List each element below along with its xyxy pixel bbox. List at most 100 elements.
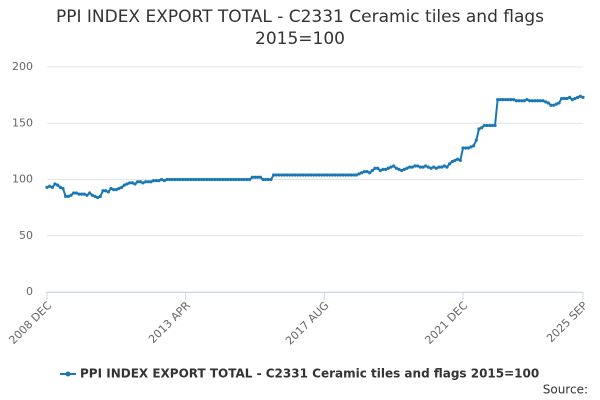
point [173, 177, 177, 182]
point [498, 98, 502, 102]
point [197, 177, 201, 182]
point [456, 157, 460, 161]
point [370, 168, 374, 173]
point [512, 98, 516, 102]
point [392, 164, 396, 168]
point [405, 166, 409, 170]
point [546, 101, 550, 105]
point [394, 166, 398, 170]
point [421, 165, 425, 169]
point [533, 99, 537, 103]
point [496, 98, 500, 102]
y-tick-label: 100 [12, 173, 33, 186]
point [202, 177, 206, 182]
point [82, 192, 86, 196]
point [245, 177, 249, 182]
point [253, 175, 257, 179]
point [200, 177, 204, 182]
point [48, 184, 52, 188]
point [581, 95, 585, 99]
point [317, 173, 321, 177]
point [149, 180, 153, 184]
point [562, 96, 566, 101]
point [504, 98, 508, 102]
point [296, 173, 300, 177]
y-tick-label: 50 [19, 229, 33, 242]
point [365, 170, 369, 174]
point [501, 98, 505, 102]
point [176, 177, 180, 182]
point [189, 177, 193, 182]
point [109, 186, 113, 191]
point [506, 98, 510, 102]
point [522, 99, 526, 103]
point [232, 177, 236, 182]
point [120, 185, 124, 189]
point [485, 123, 489, 128]
point [514, 99, 518, 103]
point [320, 173, 324, 177]
point [354, 173, 358, 177]
point [298, 173, 302, 177]
point [77, 192, 81, 196]
point [293, 173, 297, 177]
point [536, 99, 540, 103]
point [549, 103, 553, 107]
point [146, 180, 150, 184]
point [554, 102, 558, 106]
point [325, 173, 329, 177]
point [402, 167, 406, 171]
point [322, 173, 326, 177]
point [517, 99, 521, 103]
point [541, 99, 545, 103]
point [272, 173, 276, 177]
point [117, 186, 121, 191]
point [290, 173, 294, 177]
point [234, 177, 238, 182]
point [125, 182, 129, 186]
point [360, 171, 364, 175]
point [410, 165, 414, 169]
point [445, 165, 449, 169]
point [152, 179, 156, 183]
x-tick-label: 2025 SEP [544, 299, 590, 345]
point [333, 173, 337, 177]
point [389, 165, 393, 169]
point [192, 177, 196, 182]
point [181, 177, 185, 182]
point [128, 181, 132, 185]
point [490, 123, 494, 128]
point [314, 173, 318, 177]
legend-marker [65, 371, 71, 377]
point [98, 194, 102, 198]
point [205, 177, 209, 182]
point [442, 164, 446, 168]
point [472, 144, 476, 148]
point [221, 177, 225, 182]
point [258, 175, 262, 179]
point [256, 175, 260, 179]
point [525, 98, 529, 102]
point [69, 193, 73, 197]
point [330, 173, 334, 177]
point [357, 172, 361, 176]
point [440, 165, 444, 169]
point [362, 170, 366, 174]
point [304, 173, 308, 177]
point [50, 185, 54, 189]
point [453, 158, 457, 162]
x-tick-label: 2017 AUG [283, 299, 332, 348]
point [266, 177, 270, 182]
point [306, 173, 310, 177]
point [157, 179, 161, 183]
point [416, 164, 420, 168]
point [242, 177, 246, 182]
point [141, 181, 145, 185]
point [61, 186, 65, 191]
point [336, 173, 340, 177]
point [277, 173, 281, 177]
point [45, 185, 49, 189]
point [280, 173, 284, 177]
point [285, 173, 289, 177]
point [466, 146, 470, 150]
